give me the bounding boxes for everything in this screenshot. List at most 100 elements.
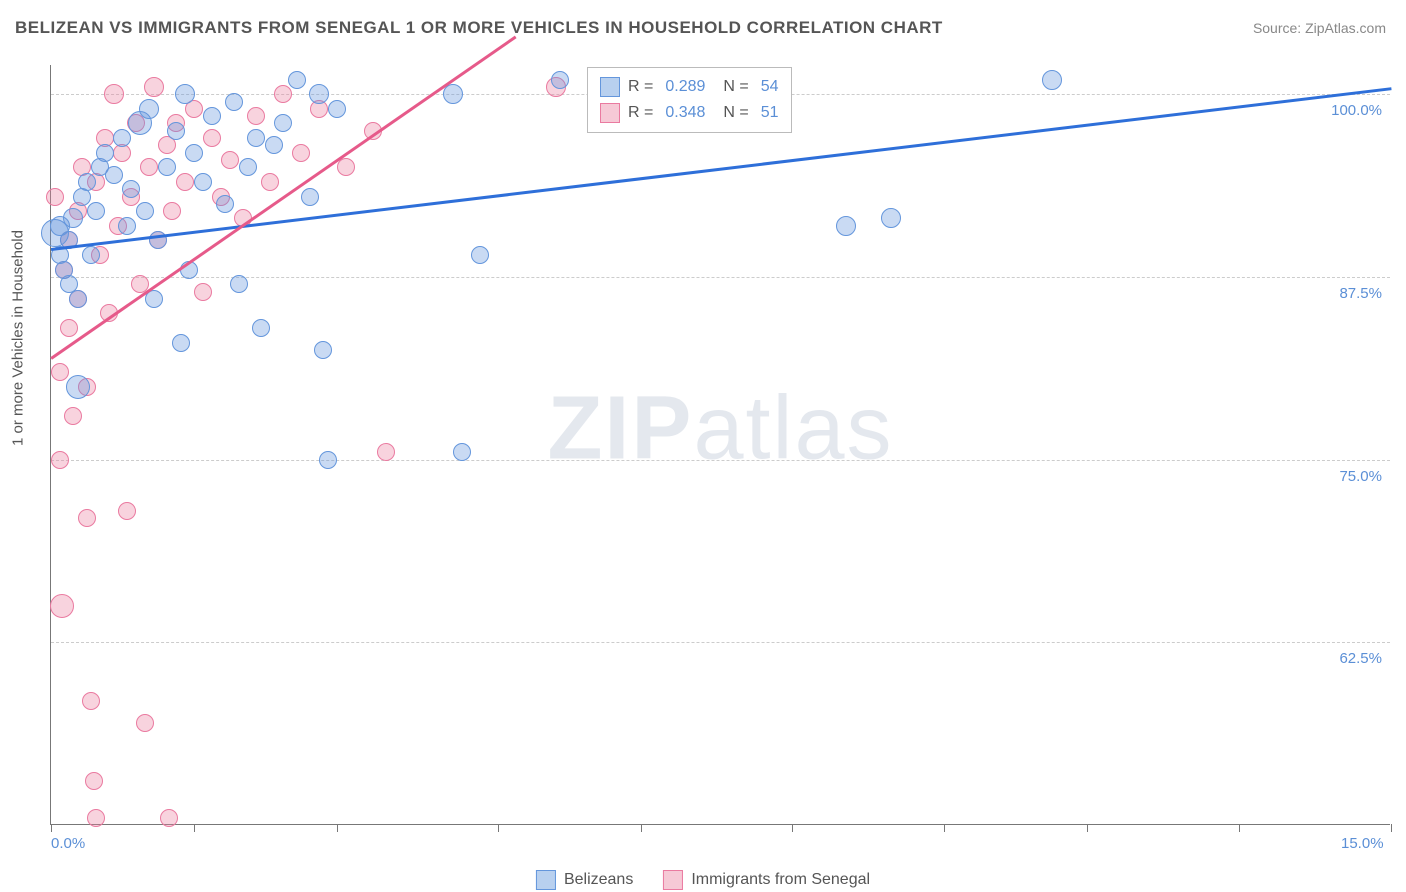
- data-point-blue: [66, 375, 90, 399]
- data-point-pink: [51, 451, 69, 469]
- data-point-pink: [82, 692, 100, 710]
- data-point-pink: [46, 188, 64, 206]
- data-point-blue: [172, 334, 190, 352]
- data-point-blue: [69, 290, 87, 308]
- data-point-blue: [118, 217, 136, 235]
- data-point-blue: [471, 246, 489, 264]
- data-point-pink: [144, 77, 164, 97]
- n-label: N =: [723, 74, 748, 100]
- y-tick-label: 62.5%: [1339, 650, 1382, 667]
- data-point-pink: [85, 772, 103, 790]
- data-point-blue: [881, 208, 901, 228]
- data-point-blue: [453, 443, 471, 461]
- x-tick: [1087, 824, 1088, 832]
- data-point-pink: [104, 84, 124, 104]
- data-point-blue: [319, 451, 337, 469]
- data-point-blue: [239, 158, 257, 176]
- r-label: R =: [628, 74, 653, 100]
- n-value: 51: [761, 100, 779, 126]
- data-point-blue: [265, 136, 283, 154]
- data-point-blue: [225, 93, 243, 111]
- data-point-blue: [105, 166, 123, 184]
- stats-row-pink: R =0.348N =51: [600, 100, 779, 126]
- data-point-blue: [87, 202, 105, 220]
- x-tick: [337, 824, 338, 832]
- data-point-pink: [64, 407, 82, 425]
- data-point-pink: [337, 158, 355, 176]
- data-point-pink: [163, 202, 181, 220]
- x-tick: [1239, 824, 1240, 832]
- data-point-blue: [301, 188, 319, 206]
- swatch-icon: [600, 103, 620, 123]
- y-axis-title: 1 or more Vehicles in Household: [10, 230, 27, 446]
- source-label: Source:: [1253, 20, 1301, 36]
- data-point-pink: [194, 283, 212, 301]
- x-tick-label: 0.0%: [51, 835, 85, 852]
- x-tick: [498, 824, 499, 832]
- stats-legend: R =0.289N =54R =0.348N =51: [587, 67, 792, 133]
- data-point-blue: [314, 341, 332, 359]
- data-point-blue: [185, 144, 203, 162]
- x-tick: [792, 824, 793, 832]
- gridline-horizontal: [51, 277, 1390, 278]
- stats-row-blue: R = 0.289 N = 54: [600, 74, 779, 100]
- gridline-horizontal: [51, 460, 1390, 461]
- data-point-pink: [176, 173, 194, 191]
- data-point-blue: [113, 129, 131, 147]
- data-point-blue: [230, 275, 248, 293]
- data-point-pink: [60, 319, 78, 337]
- data-point-blue: [82, 246, 100, 264]
- watermark-bold: ZIP: [547, 379, 693, 479]
- data-point-pink: [140, 158, 158, 176]
- data-point-pink: [247, 107, 265, 125]
- data-point-blue: [551, 71, 569, 89]
- bottom-legend: Belizeans Immigrants from Senegal: [536, 870, 870, 890]
- swatch-icon: [536, 870, 556, 890]
- data-point-blue: [194, 173, 212, 191]
- r-label: R =: [628, 100, 653, 126]
- data-point-blue: [63, 208, 83, 228]
- data-point-pink: [292, 144, 310, 162]
- source-name: ZipAtlas.com: [1305, 20, 1386, 36]
- data-point-blue: [443, 84, 463, 104]
- data-point-blue: [175, 84, 195, 104]
- swatch-icon: [663, 870, 683, 890]
- data-point-blue: [122, 180, 140, 198]
- data-point-pink: [136, 714, 154, 732]
- data-point-blue: [274, 114, 292, 132]
- x-tick: [51, 824, 52, 832]
- legend-label-blue: Belizeans: [564, 871, 633, 889]
- data-point-blue: [252, 319, 270, 337]
- r-value: 0.289: [665, 74, 705, 100]
- data-point-blue: [1042, 70, 1062, 90]
- y-tick-label: 87.5%: [1339, 285, 1382, 302]
- swatch-icon: [600, 77, 620, 97]
- data-point-blue: [139, 99, 159, 119]
- watermark-rest: atlas: [693, 379, 893, 479]
- data-point-pink: [78, 509, 96, 527]
- data-point-blue: [158, 158, 176, 176]
- data-point-blue: [78, 173, 96, 191]
- data-point-blue: [247, 129, 265, 147]
- legend-item-pink: Immigrants from Senegal: [663, 870, 870, 890]
- data-point-pink: [51, 363, 69, 381]
- data-point-blue: [136, 202, 154, 220]
- source-attribution: Source: ZipAtlas.com: [1253, 20, 1386, 36]
- legend-label-pink: Immigrants from Senegal: [691, 871, 870, 889]
- y-tick-label: 75.0%: [1339, 468, 1382, 485]
- n-value: 54: [761, 74, 779, 100]
- data-point-pink: [377, 443, 395, 461]
- legend-item-blue: Belizeans: [536, 870, 633, 890]
- data-point-pink: [87, 809, 105, 827]
- data-point-pink: [261, 173, 279, 191]
- data-point-pink: [221, 151, 239, 169]
- x-tick: [944, 824, 945, 832]
- data-point-pink: [50, 594, 74, 618]
- data-point-blue: [203, 107, 221, 125]
- n-label: N =: [723, 100, 748, 126]
- watermark: ZIPatlas: [547, 378, 893, 481]
- data-point-pink: [160, 809, 178, 827]
- data-point-blue: [328, 100, 346, 118]
- data-point-pink: [274, 85, 292, 103]
- data-point-blue: [309, 84, 329, 104]
